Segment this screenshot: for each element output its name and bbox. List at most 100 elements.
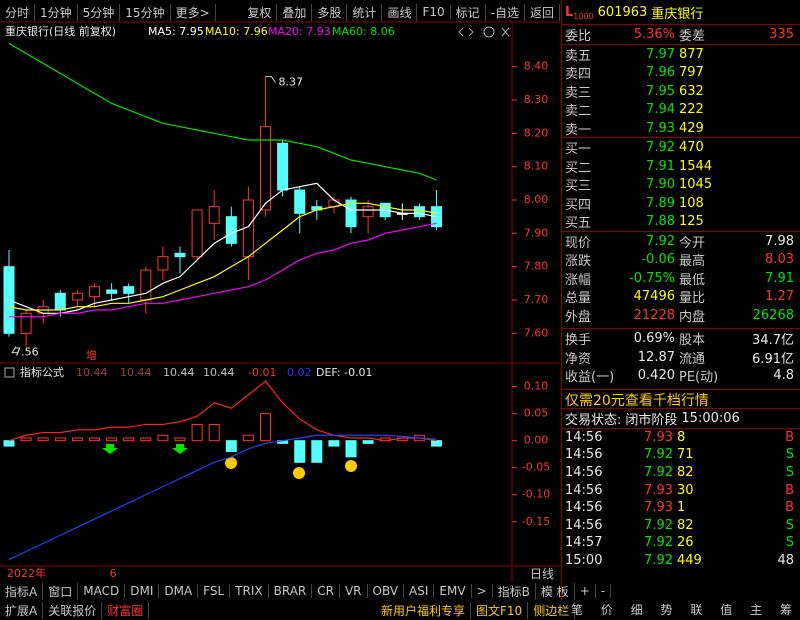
- toolbar-button[interactable]: 更多>: [171, 3, 216, 21]
- detail-tab[interactable]: 主: [750, 602, 763, 617]
- y-tick-label: 8.40: [524, 60, 549, 73]
- toolbar-button[interactable]: 1分钟: [35, 3, 78, 21]
- legend-value: 10.44: [163, 366, 195, 379]
- tab[interactable]: DMI: [125, 584, 160, 598]
- cell: 7.98: [765, 233, 794, 249]
- tab[interactable]: 关联报价: [43, 601, 103, 619]
- cell: 14:56: [565, 500, 603, 516]
- cell: 7.96: [646, 65, 675, 80]
- cell: 7.94: [646, 102, 675, 117]
- legend-entry: MA60: 8.06: [332, 25, 395, 38]
- toolbar-button[interactable]: 分时: [0, 3, 36, 21]
- indicator-def: DEF: -0.01: [316, 366, 373, 379]
- cell: -0.06: [641, 252, 675, 267]
- cell: S: [785, 447, 794, 463]
- banner[interactable]: 仅需20元查看千档行情: [562, 388, 800, 409]
- bar: [362, 440, 374, 444]
- cell: 7.93: [644, 429, 673, 445]
- trade-row: 15:00 7.92 449 48: [562, 552, 800, 570]
- tab[interactable]: 窗口: [43, 582, 79, 600]
- toolbar-button[interactable]: F10: [417, 5, 451, 19]
- bar: [311, 440, 323, 463]
- indicator-tabs: 指标A 窗口 MACD DMI DMA FSL TRIX BRAR CR VR OBV ASI EMV >…: [0, 582, 612, 600]
- bar: [71, 437, 83, 442]
- detail-tab[interactable]: 笔: [570, 602, 583, 617]
- cell: 222: [679, 102, 704, 117]
- tab[interactable]: TRIX: [230, 584, 269, 598]
- tab[interactable]: FSL: [198, 584, 231, 598]
- trade-row: 14:56 7.92 71 S: [562, 446, 800, 464]
- extra-row: 换手 0.69% 股本 34.7亿: [562, 329, 800, 348]
- bar: [225, 440, 237, 452]
- tab[interactable]: VR: [340, 584, 368, 598]
- tab[interactable]: ASI: [404, 584, 435, 598]
- detail-tab[interactable]: 筹: [780, 602, 793, 617]
- cell: 71: [677, 447, 694, 463]
- bar: [20, 437, 32, 442]
- tab[interactable]: >: [472, 584, 493, 598]
- detail-tab[interactable]: 值: [720, 602, 733, 617]
- cell: 7.90: [646, 177, 675, 192]
- detail-tab[interactable]: 势: [660, 602, 673, 617]
- tab[interactable]: BRAR: [269, 584, 313, 598]
- toolbar-button[interactable]: 5分钟: [78, 3, 121, 21]
- tab[interactable]: 指标A: [0, 582, 44, 600]
- cell: 涨跌: [565, 254, 592, 269]
- link[interactable]: 图文F10: [471, 601, 529, 619]
- y-tick-label: -0.05: [522, 461, 550, 474]
- candle-body: [277, 142, 289, 191]
- cell: 7.91: [646, 158, 675, 174]
- link[interactable]: 新用户福利专享: [376, 601, 472, 619]
- cell: 335: [769, 27, 794, 42]
- tab[interactable]: DMA: [159, 584, 199, 598]
- tab[interactable]: MACD: [78, 584, 126, 598]
- bar: [54, 437, 66, 442]
- tab[interactable]: EMV: [434, 584, 472, 598]
- toolbar-button[interactable]: 画线: [382, 3, 418, 21]
- cell: 7.97: [646, 46, 675, 62]
- detail-tab[interactable]: 价: [600, 602, 613, 617]
- period[interactable]: 日线: [525, 564, 559, 582]
- tab[interactable]: 财富圈: [102, 601, 150, 619]
- tab[interactable]: CR: [312, 584, 340, 598]
- cell: 内盘: [679, 309, 706, 325]
- cell: B: [785, 429, 794, 445]
- toolbar-button[interactable]: -自选: [486, 3, 525, 21]
- candle-body: [89, 286, 100, 298]
- candle-body: [260, 126, 271, 211]
- toolbar-button[interactable]: 返回: [525, 3, 560, 21]
- tab[interactable]: 扩展A: [0, 601, 44, 619]
- candle-body: [225, 216, 237, 244]
- y-tick-label: 8.30: [524, 93, 549, 106]
- detail-tab[interactable]: 细: [630, 602, 643, 617]
- tab[interactable]: +: [575, 584, 596, 598]
- tab[interactable]: OBV: [368, 584, 405, 598]
- link[interactable]: 侧边栏: [528, 601, 576, 619]
- toolbar-button[interactable]: 复权: [242, 3, 278, 21]
- stats-row: 外盘 21228 内盘 26268: [562, 306, 800, 325]
- cell: 涨幅: [565, 272, 592, 288]
- legend-entry: MA10: 7.96: [205, 25, 268, 38]
- tab[interactable]: -: [596, 584, 612, 598]
- cell: 48: [777, 552, 794, 568]
- cell: 7.89: [646, 195, 675, 211]
- toolbar-button[interactable]: 叠加: [277, 3, 313, 21]
- cell: 12.87: [637, 349, 675, 365]
- quote-panel: L 1000 601963 重庆银行 委比 5.36% 委差 335 卖五 7.97 877…: [561, 0, 800, 617]
- cell: 15:00: [565, 552, 603, 568]
- toolbar-button[interactable]: 标记: [451, 3, 486, 21]
- cell: 34.7亿: [752, 333, 794, 348]
- tab[interactable]: 指标B: [493, 582, 536, 600]
- cell: S: [785, 464, 794, 480]
- period-label[interactable]: 日线: [530, 566, 555, 581]
- cell: 14:56: [565, 447, 603, 463]
- toolbar-button[interactable]: 多股: [312, 3, 348, 21]
- line: [8, 202, 437, 311]
- cell: 7.92: [644, 517, 673, 533]
- cell: 125: [679, 214, 704, 229]
- toolbar-button[interactable]: 15分钟: [120, 3, 171, 21]
- toolbar-button[interactable]: 统计: [347, 3, 383, 21]
- annotation-arrow: [11, 346, 19, 354]
- detail-tab[interactable]: 联: [690, 602, 703, 617]
- candle-body: [174, 252, 186, 258]
